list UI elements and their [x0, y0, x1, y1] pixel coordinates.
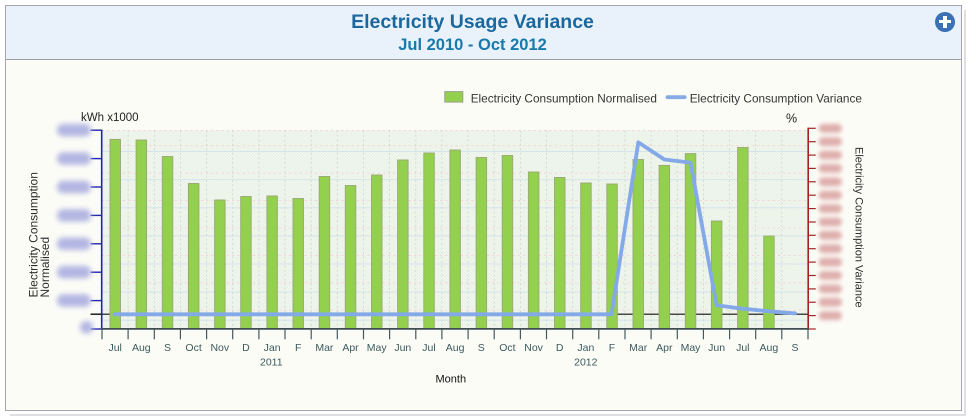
svg-text:Jan: Jan: [577, 342, 594, 354]
svg-text:S: S: [791, 342, 798, 354]
svg-text:Aug: Aug: [132, 342, 151, 354]
svg-text:D: D: [242, 342, 250, 354]
svg-text:Jul: Jul: [108, 342, 121, 354]
svg-text:Oct: Oct: [499, 342, 515, 354]
svg-text:Jan: Jan: [264, 342, 281, 354]
svg-text:F: F: [295, 342, 301, 354]
svg-text:Jul: Jul: [422, 342, 435, 354]
svg-text:2011: 2011: [260, 357, 283, 369]
svg-text:Apr: Apr: [656, 342, 673, 354]
svg-text:Electricity Consumption Normal: Electricity Consumption Normalised: [471, 91, 657, 105]
svg-text:Mar: Mar: [629, 342, 648, 354]
svg-text:Electricity Consumption Varian: Electricity Consumption Variance: [690, 91, 863, 105]
svg-text:Jun: Jun: [394, 342, 411, 354]
svg-text:kWh x1000: kWh x1000: [81, 112, 139, 124]
svg-text:Oct: Oct: [185, 342, 201, 354]
svg-text:Jul: Jul: [736, 342, 749, 354]
svg-text:S: S: [478, 342, 485, 354]
svg-text:May: May: [367, 342, 388, 354]
svg-text:Apr: Apr: [342, 342, 359, 354]
svg-text:Aug: Aug: [760, 342, 779, 354]
svg-text:Nov: Nov: [210, 342, 229, 354]
svg-text:May: May: [681, 342, 702, 354]
svg-text:Normalised: Normalised: [38, 237, 52, 298]
svg-text:Nov: Nov: [524, 342, 543, 354]
svg-text:D: D: [556, 342, 564, 354]
svg-text:%: %: [786, 111, 797, 125]
svg-text:Mar: Mar: [315, 342, 334, 354]
svg-text:Jun: Jun: [708, 342, 725, 354]
svg-text:Electricity Consumption: Electricity Consumption: [27, 172, 41, 297]
svg-text:Aug: Aug: [446, 342, 465, 354]
svg-text:S: S: [164, 342, 171, 354]
svg-text:F: F: [609, 342, 615, 354]
svg-text:Month: Month: [436, 373, 467, 385]
svg-text:Electricity Consumption Varian: Electricity Consumption Variance: [853, 147, 865, 308]
svg-text:2012: 2012: [574, 357, 598, 369]
